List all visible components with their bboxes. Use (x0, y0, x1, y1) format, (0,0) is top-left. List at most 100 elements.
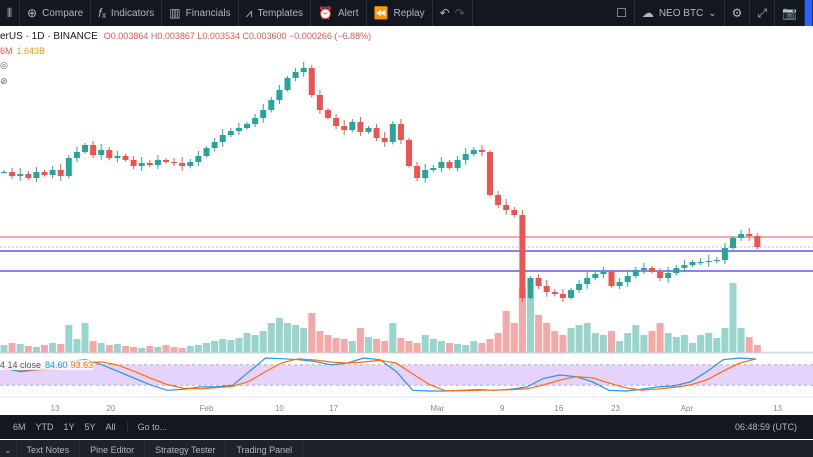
candle-body (41, 172, 48, 175)
indicators-button[interactable]: 𝑓ₓ Indicators (91, 0, 163, 26)
volume-bar (591, 333, 599, 353)
volume-bar (640, 335, 648, 353)
volume-bar (348, 341, 356, 353)
chart-type-button[interactable]: ⫴ (0, 0, 21, 26)
price-chart[interactable] (0, 26, 813, 404)
candle-body (462, 154, 469, 160)
volume-bar (527, 298, 534, 353)
volume-bar (292, 325, 300, 353)
eye-icon[interactable]: ◎ (0, 60, 8, 70)
range-6m[interactable]: 6M (13, 422, 26, 432)
volume-bar (122, 346, 129, 353)
replay-label: Replay (393, 7, 425, 19)
range-5y[interactable]: 5Y (84, 422, 96, 432)
templates-button[interactable]: ⩘ Templates (239, 0, 312, 26)
candle-body (657, 272, 664, 278)
settings-button[interactable]: ⚙ (725, 0, 751, 26)
volume-bar (130, 347, 138, 353)
plus-circle-icon: ⊕ (27, 6, 38, 20)
candle-body (219, 135, 226, 142)
range-1y[interactable]: 1Y (63, 422, 75, 432)
time-tick-label: Mar (430, 404, 445, 413)
volume-bar (41, 345, 48, 353)
layout-button[interactable]: ☐ (609, 0, 635, 26)
candle-body (73, 152, 80, 158)
candle-body (292, 72, 299, 78)
volume-bar (567, 328, 575, 353)
candle-body (163, 160, 169, 162)
camera-icon: 📷 (782, 6, 797, 20)
alarm-clock-icon: ⏰ (318, 6, 333, 20)
templates-icon: ⩘ (245, 5, 253, 20)
candle-body (535, 278, 542, 286)
volume-bar (89, 341, 97, 353)
candle-body (689, 262, 696, 265)
publish-button[interactable] (805, 0, 813, 26)
candle-body (584, 278, 591, 284)
candle-body (341, 126, 348, 130)
candle-body (640, 268, 647, 270)
candle-body (33, 172, 40, 178)
candle-body (746, 234, 753, 236)
financials-button[interactable]: ▥ Financials (162, 0, 239, 26)
range-ytd[interactable]: YTD (35, 422, 54, 432)
tab-collapse[interactable]: ⌄ (0, 440, 17, 457)
top-toolbar: ⫴ ⊕ Compare 𝑓ₓ Indicators ▥ Financials ⩘ Tem… (0, 0, 813, 26)
volume-bar (753, 345, 761, 353)
tab-strategy-tester[interactable]: Strategy Tester (145, 440, 227, 457)
candle-body (721, 248, 728, 260)
stoch-d-value: 93.63 (70, 360, 94, 370)
tab-trading-panel[interactable]: Trading Panel (226, 440, 304, 457)
volume-bar (624, 333, 632, 353)
tab-text-notes[interactable]: Text Notes (17, 440, 81, 457)
range-all[interactable]: All (105, 422, 116, 432)
volume-bar (551, 331, 559, 353)
volume-bar (146, 346, 154, 353)
replay-button[interactable]: ⏪ Replay (367, 0, 433, 26)
volume-bar (697, 335, 705, 353)
clock[interactable]: 06:48:59 (UTC) (734, 422, 797, 432)
volume-bar (446, 343, 453, 353)
candle-body (203, 148, 210, 156)
volume-bar (405, 341, 413, 353)
volume-bar (49, 343, 57, 353)
candle-body (114, 156, 121, 158)
eye-hidden-icon[interactable]: ⊘ (0, 76, 8, 86)
volume-bar (608, 331, 615, 353)
volume-bar (664, 333, 672, 353)
volume-bar (454, 344, 462, 353)
close-value: C0.003600 (242, 31, 287, 41)
symbol-title: erUS · 1D · BINANCE (0, 31, 98, 42)
layout-name-dropdown[interactable]: ☁ NEO BTC ⌄ (635, 0, 725, 26)
alert-button[interactable]: ⏰ Alert (311, 0, 367, 26)
time-tick-label: 10 (274, 404, 284, 413)
candle-body (738, 234, 745, 238)
snapshot-button[interactable]: 📷 (775, 0, 805, 26)
financials-label: Financials (185, 7, 231, 19)
redo-icon[interactable]: ↷ (454, 6, 465, 20)
volume-bar (251, 335, 259, 353)
goto-button[interactable]: Go to... (126, 422, 173, 432)
volume-bar (332, 338, 340, 353)
volume-bar (16, 344, 24, 353)
candle-body (154, 160, 161, 165)
candle-body (130, 160, 137, 166)
candle-body (349, 122, 356, 130)
candle-body (187, 162, 194, 166)
volume-bar (113, 344, 121, 353)
candle-body (397, 124, 404, 140)
fullscreen-button[interactable]: ⤢ (750, 0, 776, 26)
undo-icon[interactable]: ↶ (439, 6, 450, 20)
candle-body (470, 150, 477, 154)
volume-bar (575, 325, 583, 353)
candle-body (1, 172, 7, 173)
candle-body (568, 290, 574, 298)
candle-body (519, 215, 526, 298)
compare-button[interactable]: ⊕ Compare (20, 0, 92, 26)
volume-bar (632, 325, 640, 353)
candle-body (608, 272, 615, 286)
candle-body (632, 270, 639, 276)
candle-body (649, 268, 655, 272)
volume-bar (672, 337, 680, 353)
tab-pine-editor[interactable]: Pine Editor (80, 440, 146, 457)
